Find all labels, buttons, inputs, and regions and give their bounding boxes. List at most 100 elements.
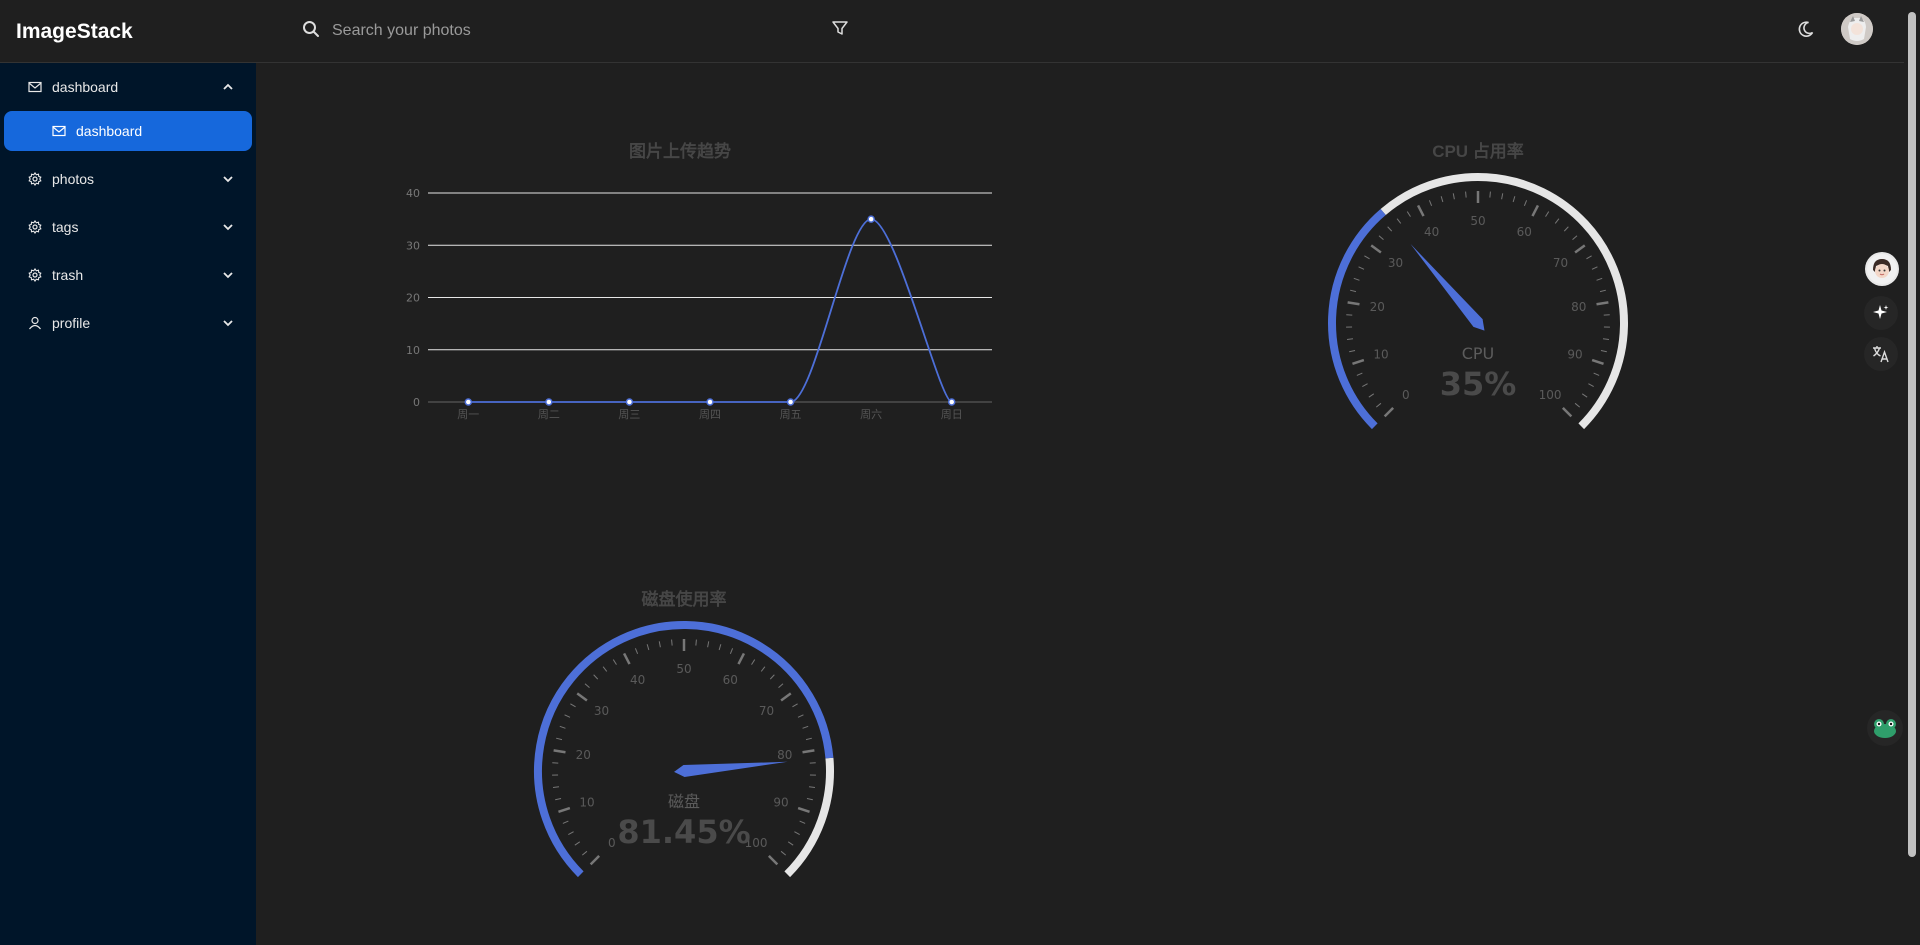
x-tick-label: 周日 <box>941 408 963 421</box>
gauge-minor-tick <box>1428 200 1433 207</box>
chevron-down-icon <box>223 176 233 183</box>
gauge-value: 35% <box>1440 365 1517 403</box>
gauge-minor-tick <box>593 674 599 680</box>
gauge-pointer <box>1410 243 1485 331</box>
assistant-avatar-button[interactable] <box>1865 252 1899 286</box>
gauge-minor-tick <box>1554 218 1560 224</box>
gauge-minor-tick <box>1364 255 1370 260</box>
user-avatar[interactable] <box>1841 13 1873 45</box>
data-point <box>625 398 634 406</box>
gauge-tick-label: 80 <box>777 748 792 762</box>
gauge-minor-tick <box>1600 349 1607 353</box>
page-scrollbar[interactable] <box>1904 0 1920 945</box>
top-bar: ImageStack <box>0 0 1920 63</box>
gear-icon <box>28 268 42 282</box>
frog-widget-button[interactable] <box>1867 710 1903 746</box>
gauge-minor-tick <box>1368 393 1375 398</box>
gauge-minor-tick <box>555 797 562 801</box>
gauge-minor-tick <box>792 703 798 708</box>
gauge-minor-tick <box>1572 235 1578 241</box>
sidebar-subitem-dashboard[interactable]: dashboard <box>4 111 252 151</box>
gauge-minor-tick <box>1545 211 1550 217</box>
filter-icon[interactable] <box>829 17 851 39</box>
gauge-major-tick <box>576 692 588 702</box>
gauge-tick-label: 30 <box>594 704 609 718</box>
gauge-tick-label: 80 <box>1571 300 1586 314</box>
sidebar-item-trash[interactable]: trash <box>0 251 256 299</box>
gauge-label: CPU <box>1462 344 1495 363</box>
dark-mode-toggle-icon[interactable] <box>1793 16 1819 42</box>
gauge-minor-tick <box>806 797 813 801</box>
gauge-minor-tick <box>1452 193 1455 200</box>
gauge-minor-tick <box>760 666 766 672</box>
ai-sparkle-button[interactable] <box>1864 296 1898 330</box>
gauge-major-tick <box>1383 406 1395 418</box>
gauge-tick-label: 70 <box>1553 256 1568 270</box>
app-logo[interactable]: ImageStack <box>16 20 133 43</box>
gauge-minor-tick <box>797 714 804 718</box>
gauge-major-tick <box>622 652 631 665</box>
gauge-minor-tick <box>1501 193 1504 200</box>
data-point <box>786 398 795 406</box>
scrollbar-thumb[interactable] <box>1908 12 1916 857</box>
x-tick-label: 周一 <box>457 408 479 421</box>
gauge-major-tick <box>767 854 779 866</box>
gauge-major-tick <box>1370 244 1382 254</box>
search-input[interactable] <box>332 22 812 40</box>
gauge-minor-tick <box>1588 383 1594 388</box>
gauge-major-tick <box>1574 244 1586 254</box>
sidebar-item-label: photos <box>52 171 95 187</box>
gear-icon <box>28 220 42 234</box>
translate-button[interactable] <box>1864 337 1898 371</box>
gauge-major-tick <box>737 652 746 665</box>
search-box[interactable] <box>302 16 862 46</box>
data-point <box>545 398 553 406</box>
gauge-minor-tick <box>808 786 816 789</box>
gauge-major-tick <box>1531 204 1540 217</box>
mail-icon <box>28 80 42 94</box>
gauge-minor-tick <box>707 641 710 648</box>
gauge-minor-tick <box>1358 266 1365 270</box>
gauge-minor-tick <box>780 850 787 856</box>
gauge-major-tick <box>553 749 566 754</box>
gauge-minor-tick <box>671 639 673 646</box>
x-tick-label: 周五 <box>780 408 802 421</box>
gauge-minor-tick <box>1574 402 1581 408</box>
gauge-minor-tick <box>718 644 722 651</box>
frog-icon <box>1874 719 1896 738</box>
sidebar-item-profile[interactable]: profile <box>0 299 256 347</box>
gauge-minor-tick <box>1593 372 1600 376</box>
gauge-tick-label: 100 <box>745 836 768 850</box>
gauge-tick-label: 10 <box>579 796 594 810</box>
translate-icon <box>1873 346 1889 363</box>
sidebar-item-label: profile <box>52 315 91 331</box>
gauge-major-tick <box>1596 301 1609 306</box>
gauge-tick-label: 20 <box>576 748 591 762</box>
gauge-major-tick <box>1416 204 1425 217</box>
gauge-major-tick <box>1352 358 1365 365</box>
upload-trend-chart: 0 10 20 30 40 周一 周二 周三 周四 周五 周六 周日 <box>406 187 992 421</box>
gauge-tick-label: 70 <box>759 704 774 718</box>
gauge-minor-tick <box>658 641 661 648</box>
gauge-minor-tick <box>1512 196 1516 203</box>
disk-gauge-title: 磁盘使用率 <box>641 590 727 609</box>
cpu-gauge: 0 10 20 30 40 50 60 70 80 90 100 CPU 35% <box>1328 173 1628 430</box>
cpu-gauge-title: CPU 占用率 <box>1432 142 1524 161</box>
data-point <box>947 398 956 406</box>
chevron-down-icon <box>223 272 233 279</box>
gauge-minor-tick <box>584 683 590 689</box>
y-tick-label: 20 <box>406 292 420 305</box>
sidebar-item-tags[interactable]: tags <box>0 203 256 251</box>
gauge-minor-tick <box>634 648 639 655</box>
gauge-progress-arc <box>534 621 834 878</box>
gauge-minor-tick <box>778 683 784 689</box>
sidebar-item-photos[interactable]: photos <box>0 155 256 203</box>
gauge-tick-label: 90 <box>1567 348 1582 362</box>
gauge-minor-tick <box>799 820 806 824</box>
gauge-tick-label: 40 <box>630 673 645 687</box>
gauge-minor-tick <box>1489 191 1491 198</box>
y-tick-label: 10 <box>406 344 420 357</box>
gauge-tick-label: 20 <box>1370 300 1385 314</box>
sidebar-item-dashboard[interactable]: dashboard <box>0 63 256 111</box>
gauge-tick-label: 0 <box>608 836 616 850</box>
